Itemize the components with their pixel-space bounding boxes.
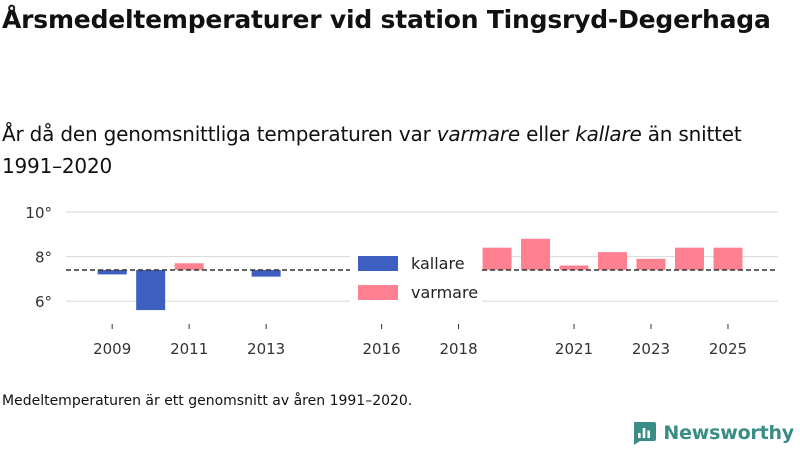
y-tick-label: 8° <box>35 249 52 267</box>
legend-swatch-kallare <box>358 256 398 271</box>
chart-subtitle: År då den genomsnittliga temperaturen va… <box>2 118 782 182</box>
bar-chart: 6° 8° 10° 2009 2011 2013 2016 2018 2021 2023 2025… <box>25 204 778 358</box>
x-tick-label: 2023 <box>632 340 670 358</box>
bar-2020 <box>521 238 551 270</box>
legend: kallare varmare <box>350 247 482 311</box>
x-tick-label: 2025 <box>709 340 747 358</box>
chart-title: Årsmedeltemperaturer vid station Tingsry… <box>2 5 771 34</box>
legend-label-varmare: varmare <box>411 283 478 302</box>
y-axis-labels: 6° 8° 10° <box>25 204 52 311</box>
x-tick-label: 2021 <box>555 340 593 358</box>
bar-2019 <box>482 247 512 270</box>
x-tick-label: 2016 <box>362 340 400 358</box>
bar-2023 <box>636 258 666 270</box>
subtitle-text-1: År då den genomsnittliga temperaturen va… <box>2 122 437 146</box>
x-tick-label: 2013 <box>247 340 285 358</box>
legend-label-kallare: kallare <box>411 254 465 273</box>
bar-2009 <box>97 269 127 275</box>
newsworthy-logo-icon <box>634 422 657 445</box>
subtitle-warmer: varmare <box>436 122 520 146</box>
brand-name: Newsworthy <box>663 422 794 444</box>
bar-2013 <box>251 269 281 277</box>
subtitle-text-2: eller <box>519 122 576 146</box>
subtitle-text-3: än snittet 1991–2020 <box>2 122 742 178</box>
bar-2024 <box>674 247 704 270</box>
legend-swatch-varmare <box>358 285 398 300</box>
y-tick-label: 10° <box>25 204 52 222</box>
bar-2022 <box>598 252 628 270</box>
subtitle-colder: kallare <box>575 122 642 146</box>
x-tick-label: 2011 <box>170 340 208 358</box>
brand-logo[interactable]: Newsworthy <box>631 420 794 446</box>
y-tick-label: 6° <box>35 293 52 311</box>
bar-2021 <box>559 265 589 270</box>
x-axis: 2009 2011 2013 2016 2018 2021 2023 2025 <box>93 324 747 358</box>
bar-2011 <box>174 263 204 270</box>
x-tick-label: 2009 <box>93 340 131 358</box>
bar-2010 <box>136 269 166 311</box>
x-tick-label: 2018 <box>439 340 477 358</box>
footnote: Medeltemperaturen är ett genomsnitt av å… <box>2 393 413 409</box>
bar-2025 <box>713 247 743 270</box>
